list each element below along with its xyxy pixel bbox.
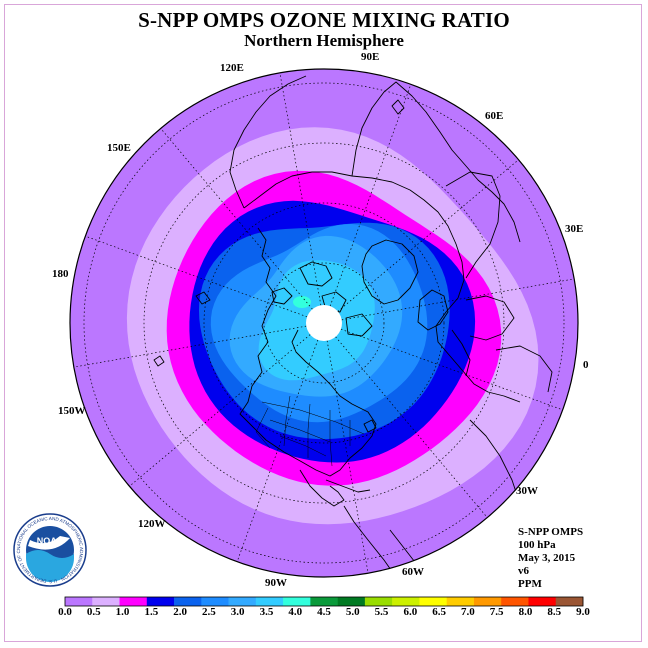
colorbar-swatch — [92, 597, 120, 606]
band-4-0-patch — [293, 296, 311, 308]
lon-label-150w: 150W — [58, 405, 86, 417]
logo-wordmark: NOAA — [37, 536, 64, 546]
meridian-line — [335, 336, 488, 518]
colorbar-tick-label: 5.0 — [345, 606, 360, 618]
colorbar-tick-label: 8.5 — [547, 606, 562, 618]
info-version: v6 — [518, 565, 529, 577]
us-state-boundaries — [255, 395, 365, 467]
colorbar-tick-label: 1.0 — [115, 606, 130, 618]
page-subtitle: Northern Hemisphere — [244, 31, 404, 50]
meridian-line — [341, 278, 575, 321]
colorbar-swatch — [146, 597, 175, 606]
meridian-line — [337, 159, 519, 312]
meridian-line — [160, 128, 313, 310]
colorbar-tick-label: 4.5 — [317, 606, 331, 618]
lon-label-90w: 90W — [265, 577, 287, 589]
polar-no-data-cap — [306, 305, 342, 341]
graticule — [73, 72, 575, 574]
meridian-line — [129, 334, 311, 487]
lon-label-30w: 30W — [516, 485, 538, 497]
colorbar-swatch — [255, 597, 284, 606]
meridian-line — [73, 325, 307, 368]
meridian-line — [85, 235, 308, 318]
meridian-line — [329, 84, 412, 307]
colorbar-tick-label: 0.5 — [86, 606, 101, 618]
colorbar-tick-label: 0.0 — [58, 606, 72, 618]
colorbar-tick-label: 3.5 — [259, 606, 274, 618]
lon-label-90e: 90E — [361, 51, 380, 63]
lon-label-0: 0 — [583, 359, 589, 371]
colorbar-swatch — [364, 597, 393, 606]
colorbar-swatch — [65, 597, 93, 606]
colorbar-swatch — [174, 597, 202, 606]
colorbar-swatch — [555, 597, 584, 606]
colorbar-tick-label: 9.0 — [576, 606, 590, 618]
map-boundary — [69, 68, 579, 578]
info-date: May 3, 2015 — [518, 552, 576, 564]
colorbar-tick-label: 2.5 — [202, 606, 216, 618]
figure-frame — [4, 4, 642, 642]
lon-label-30e: 30E — [565, 223, 584, 235]
colorbar-tick-label: 4.0 — [288, 606, 303, 618]
colorbar — [64, 596, 584, 607]
colorbar-swatch — [419, 597, 447, 606]
latitude-circle — [263, 262, 385, 384]
colorbar-tick-label: 8.0 — [518, 606, 533, 618]
colorbar-tick-label: 5.5 — [374, 606, 389, 618]
meridian-line — [326, 340, 369, 574]
meridian-line — [279, 72, 322, 306]
colorbar-swatch — [119, 597, 148, 606]
lon-label-60w: 60W — [402, 566, 424, 578]
coastlines — [153, 75, 553, 577]
info-instrument: S-NPP OMPS — [518, 526, 584, 538]
colorbar-swatch — [392, 597, 420, 606]
latitude-circle — [83, 82, 565, 564]
lon-label-120e: 120E — [220, 62, 244, 74]
colorbar-tick-label: 2.0 — [173, 606, 187, 618]
colorbar-swatch — [501, 597, 529, 606]
colorbar-swatch — [310, 597, 338, 606]
latitude-circle — [143, 142, 505, 504]
colorbar-tick-label: 1.5 — [144, 606, 159, 618]
colorbar-frame — [64, 596, 584, 607]
colorbar-swatch — [228, 597, 257, 606]
info-block: S-NPP OMPS 100 hPa May 3, 2015 v6 PPM — [518, 526, 583, 591]
info-level: 100 hPa — [518, 539, 556, 551]
colorbar-swatch — [283, 597, 311, 606]
colorbar-tick-label: 7.0 — [461, 606, 475, 618]
noaa-logo: NOAA NATIONAL OCEANIC AND ATMOSPHERIC AD… — [13, 513, 87, 587]
colorbar-swatch — [201, 597, 229, 606]
lon-label-60e: 60E — [485, 110, 504, 122]
colorbar-tick-label: 6.0 — [403, 606, 418, 618]
lon-label-180: 180 — [52, 268, 69, 280]
meridian-line — [236, 339, 319, 562]
colorbar-tick-label: 7.5 — [489, 606, 504, 618]
colorbar-tick-label: 3.0 — [230, 606, 245, 618]
colorbar-swatch — [473, 597, 502, 606]
info-units: PPM — [518, 578, 542, 590]
colorbar-swatch — [337, 597, 366, 606]
latitude-circle — [203, 202, 445, 444]
meridian-line — [340, 328, 563, 411]
colorbar-swatch — [528, 597, 557, 606]
lon-label-150e: 150E — [107, 142, 131, 154]
lon-label-120w: 120W — [138, 518, 166, 530]
page-title: S-NPP OMPS OZONE MIXING RATIO — [138, 8, 510, 32]
colorbar-tick-label: 6.5 — [432, 606, 446, 618]
colorbar-swatch — [446, 597, 475, 606]
